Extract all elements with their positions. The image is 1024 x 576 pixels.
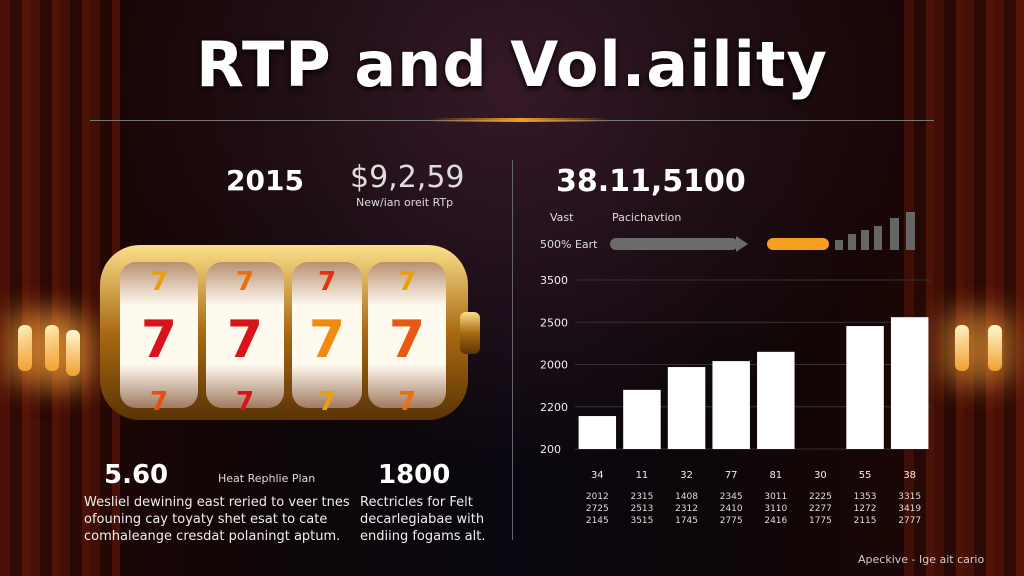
svg-text:7: 7 <box>318 267 336 297</box>
table-cell: 1408 <box>675 492 699 502</box>
svg-text:7: 7 <box>398 387 416 417</box>
headline: 38.11,5100 <box>556 164 746 199</box>
table-cell: 2277 <box>808 504 832 514</box>
table-cell: 2345 <box>719 492 743 502</box>
svg-text:7: 7 <box>236 267 254 297</box>
svg-text:7: 7 <box>236 387 254 417</box>
svg-text:7: 7 <box>389 310 425 370</box>
candle <box>66 330 80 376</box>
y-tick-label: 2200 <box>540 401 568 414</box>
table-cell: 2725 <box>585 504 609 514</box>
x-tick-label: 32 <box>680 470 693 481</box>
table-cell: 2012 <box>585 492 609 502</box>
svg-text:7: 7 <box>309 310 345 370</box>
label: Pacichavtion <box>612 211 682 224</box>
table-cell: 2145 <box>585 516 609 526</box>
bar <box>757 351 795 449</box>
y-tick-label: 3500 <box>540 274 568 287</box>
paragraph-line: Wesliel dewining east reried to veer tne… <box>84 495 350 510</box>
table-cell: 2410 <box>719 504 743 514</box>
table-cell: 1775 <box>808 516 832 526</box>
bar <box>846 326 884 449</box>
slot-machine: 7 7 7 7 7 7 7 7 7 7 7 7 <box>100 245 480 420</box>
bar <box>667 367 706 449</box>
column-divider <box>512 160 513 540</box>
paragraph: Wesliel dewining east reried to veer tne… <box>84 494 350 545</box>
svg-text:7: 7 <box>141 310 177 370</box>
svg-text:7: 7 <box>318 387 336 417</box>
candle <box>988 325 1002 371</box>
candle <box>45 325 59 371</box>
table-cell: 3011 <box>764 492 788 502</box>
divider-accent <box>430 118 610 122</box>
bar <box>578 416 617 449</box>
stat-value: 5.60 <box>104 460 169 490</box>
svg-text:7: 7 <box>398 267 416 297</box>
x-tick-label: 34 <box>591 470 604 481</box>
x-tick-label: 77 <box>725 470 738 481</box>
svg-text:7: 7 <box>150 267 168 297</box>
x-tick-label: 81 <box>769 470 782 481</box>
x-tick-label: 30 <box>814 470 827 481</box>
y-tick-label: 2500 <box>540 316 568 329</box>
x-tick-label: 38 <box>903 470 916 481</box>
amount-caption: New/ian oreit RTp <box>356 196 454 209</box>
table-cell: 1353 <box>853 492 877 502</box>
curtain <box>904 0 1024 576</box>
table-cell: 3515 <box>630 516 654 526</box>
paragraph-line: comhaleange cresdat polaningt aptum. <box>84 529 341 544</box>
stat-label: Heat Rephlie Plan <box>218 472 316 485</box>
bar-chart: 3500 2500 2000 2200 200 34 11 32 77 81 30 55 38 <box>540 274 932 481</box>
bar <box>712 361 750 449</box>
amount: $9,2,59 <box>350 160 465 195</box>
table-cell: 2777 <box>898 516 922 526</box>
stat-value: 1800 <box>378 460 451 490</box>
title: RTP and Vol.aility <box>196 28 828 101</box>
table-cell: 2315 <box>630 492 654 502</box>
footer: Apeckive - Ige ait cario <box>858 553 985 566</box>
y-tick-label: 200 <box>540 443 561 456</box>
candle <box>18 325 32 371</box>
y-tick-label: 2000 <box>540 359 568 372</box>
table-cell: 1745 <box>675 516 699 526</box>
bar <box>623 389 661 449</box>
paragraph-line: endiing fogams alt. <box>360 529 486 544</box>
table-cell: 2775 <box>719 516 743 526</box>
table-cell: 2225 <box>808 492 832 502</box>
table-cell: 2115 <box>853 516 877 526</box>
table-cell: 3315 <box>898 492 922 502</box>
progress-indicators <box>610 212 915 252</box>
x-tick-label: 11 <box>636 470 649 481</box>
table-cell: 1272 <box>853 504 877 514</box>
svg-text:7: 7 <box>227 310 263 370</box>
bar-label: 500% Eart <box>540 238 598 251</box>
table-cell: 2416 <box>764 516 788 526</box>
table-cell: 3419 <box>898 504 922 514</box>
paragraph-line: decarlegiabae with <box>360 512 485 527</box>
table-cell: 3110 <box>764 504 788 514</box>
label: Vast <box>550 211 574 224</box>
paragraph-line: ofouning cay toyaty shet esat to cate <box>84 512 328 527</box>
bar <box>890 317 929 449</box>
x-tick-label: 55 <box>859 470 872 481</box>
table-cell: 2312 <box>675 504 699 514</box>
svg-text:7: 7 <box>150 387 168 417</box>
candle <box>955 325 969 371</box>
year: 2015 <box>226 164 304 197</box>
paragraph: Rectricles for Felt decarlegiabae with end… <box>360 494 485 545</box>
table-cell: 2513 <box>630 504 654 514</box>
paragraph-line: Rectricles for Felt <box>360 495 473 510</box>
